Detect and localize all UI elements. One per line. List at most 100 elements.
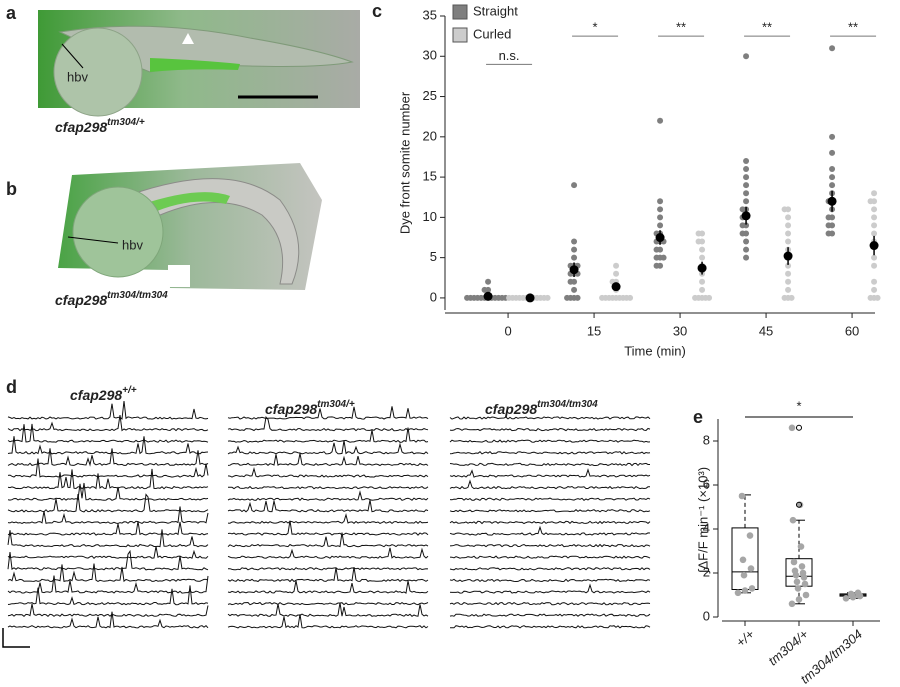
y-tick-label: 10: [423, 209, 437, 224]
data-point: [874, 294, 881, 301]
data-point: [871, 254, 878, 261]
x-tick-label: 45: [759, 323, 773, 338]
calcium-trace: [449, 543, 651, 548]
calcium-trace: [7, 415, 209, 432]
data-point: [781, 206, 788, 213]
data-point: [571, 238, 578, 245]
data-point: [743, 246, 750, 253]
mean-marker: [783, 251, 793, 261]
traces: [7, 400, 651, 629]
calcium-trace: [449, 625, 651, 629]
data-point: [847, 590, 855, 598]
y-tick-label: 0: [430, 289, 437, 304]
y-tick-label: 35: [423, 7, 437, 22]
y-tick-label: 30: [423, 48, 437, 63]
calcium-trace: [449, 567, 651, 571]
data-point: [781, 294, 788, 301]
data-point: [829, 149, 836, 156]
data-point: [734, 589, 742, 597]
y-tick-label: 20: [423, 128, 437, 143]
calcium-trace: [449, 479, 651, 490]
allele: tm304/tm304: [537, 399, 598, 410]
genotype-caption: cfap298tm304/+: [265, 399, 355, 417]
data-point: [657, 198, 664, 205]
calcium-trace: [449, 451, 651, 455]
calcium-trace: [7, 521, 209, 536]
panel-label: a: [6, 3, 17, 23]
allele: tm304/+: [317, 399, 355, 410]
calcium-trace: [449, 520, 651, 525]
data-point: [692, 294, 699, 301]
x-tick-label: tm304/+: [765, 626, 811, 668]
mean-marker: [483, 291, 493, 301]
allele: +/+: [122, 385, 137, 396]
data-point: [599, 294, 606, 301]
data-point: [788, 424, 796, 432]
y-axis-label: Dye front somite number: [397, 91, 412, 234]
panel-label: c: [372, 1, 382, 21]
data-point: [788, 294, 795, 301]
data-point: [739, 222, 746, 229]
x-tick-label: +/+: [733, 626, 757, 650]
data-point: [867, 294, 874, 301]
data-point: [785, 278, 792, 285]
calcium-trace: [227, 453, 429, 467]
data-point: [464, 294, 471, 301]
data-point: [571, 182, 578, 189]
calcium-trace: [227, 567, 429, 583]
micrograph-a: [38, 10, 360, 117]
data-point: [706, 294, 713, 301]
data-point: [699, 246, 706, 253]
calcium-trace: [449, 497, 651, 501]
calcium-trace: [227, 513, 429, 525]
calcium-trace: [449, 462, 650, 467]
data-point: [871, 214, 878, 221]
data-point: [785, 286, 792, 293]
data-point: [695, 238, 702, 245]
data-point: [797, 543, 805, 550]
calcium-trace: [227, 580, 429, 594]
calcium-trace: [227, 415, 429, 432]
data-point: [785, 238, 792, 245]
significance-label: n.s.: [499, 48, 520, 63]
gene: cfap298: [55, 119, 107, 135]
data-point: [825, 230, 832, 237]
data-point: [739, 230, 746, 237]
data-point: [867, 198, 874, 205]
calcium-trace: [449, 555, 651, 559]
data-point: [657, 222, 664, 229]
data-point: [571, 254, 578, 261]
calcium-trace: [7, 603, 209, 617]
calcium-trace: [7, 546, 209, 560]
y-tick-label: 8: [703, 432, 710, 447]
y-tick-label: 25: [423, 88, 437, 103]
data-point: [743, 166, 750, 173]
data-point: [785, 230, 792, 237]
y-tick-label: 0: [703, 608, 710, 623]
data-point: [748, 585, 756, 592]
calcium-trace: [227, 500, 429, 513]
calcium-trace: [449, 509, 651, 513]
calcium-trace: [7, 448, 209, 467]
data-point: [796, 501, 804, 509]
gene: cfap298: [485, 401, 537, 417]
data-point: [825, 222, 832, 229]
data-point: [790, 558, 798, 566]
calcium-trace: [449, 583, 651, 594]
calcium-trace: [449, 578, 651, 583]
x-tick-label: 0: [504, 323, 511, 338]
significance-label: *: [593, 20, 598, 35]
x-tick-label: 15: [587, 323, 601, 338]
calcium-trace: [7, 458, 209, 478]
data-point: [657, 214, 664, 221]
data-point: [739, 556, 747, 564]
calcium-trace: [7, 563, 209, 583]
scale-bar: [2, 628, 30, 648]
calcium-trace: [227, 490, 429, 502]
data-point: [699, 278, 706, 285]
data-point: [564, 294, 571, 301]
calcium-trace: [227, 601, 429, 606]
calcium-trace: [227, 427, 429, 443]
data-point: [481, 286, 488, 293]
